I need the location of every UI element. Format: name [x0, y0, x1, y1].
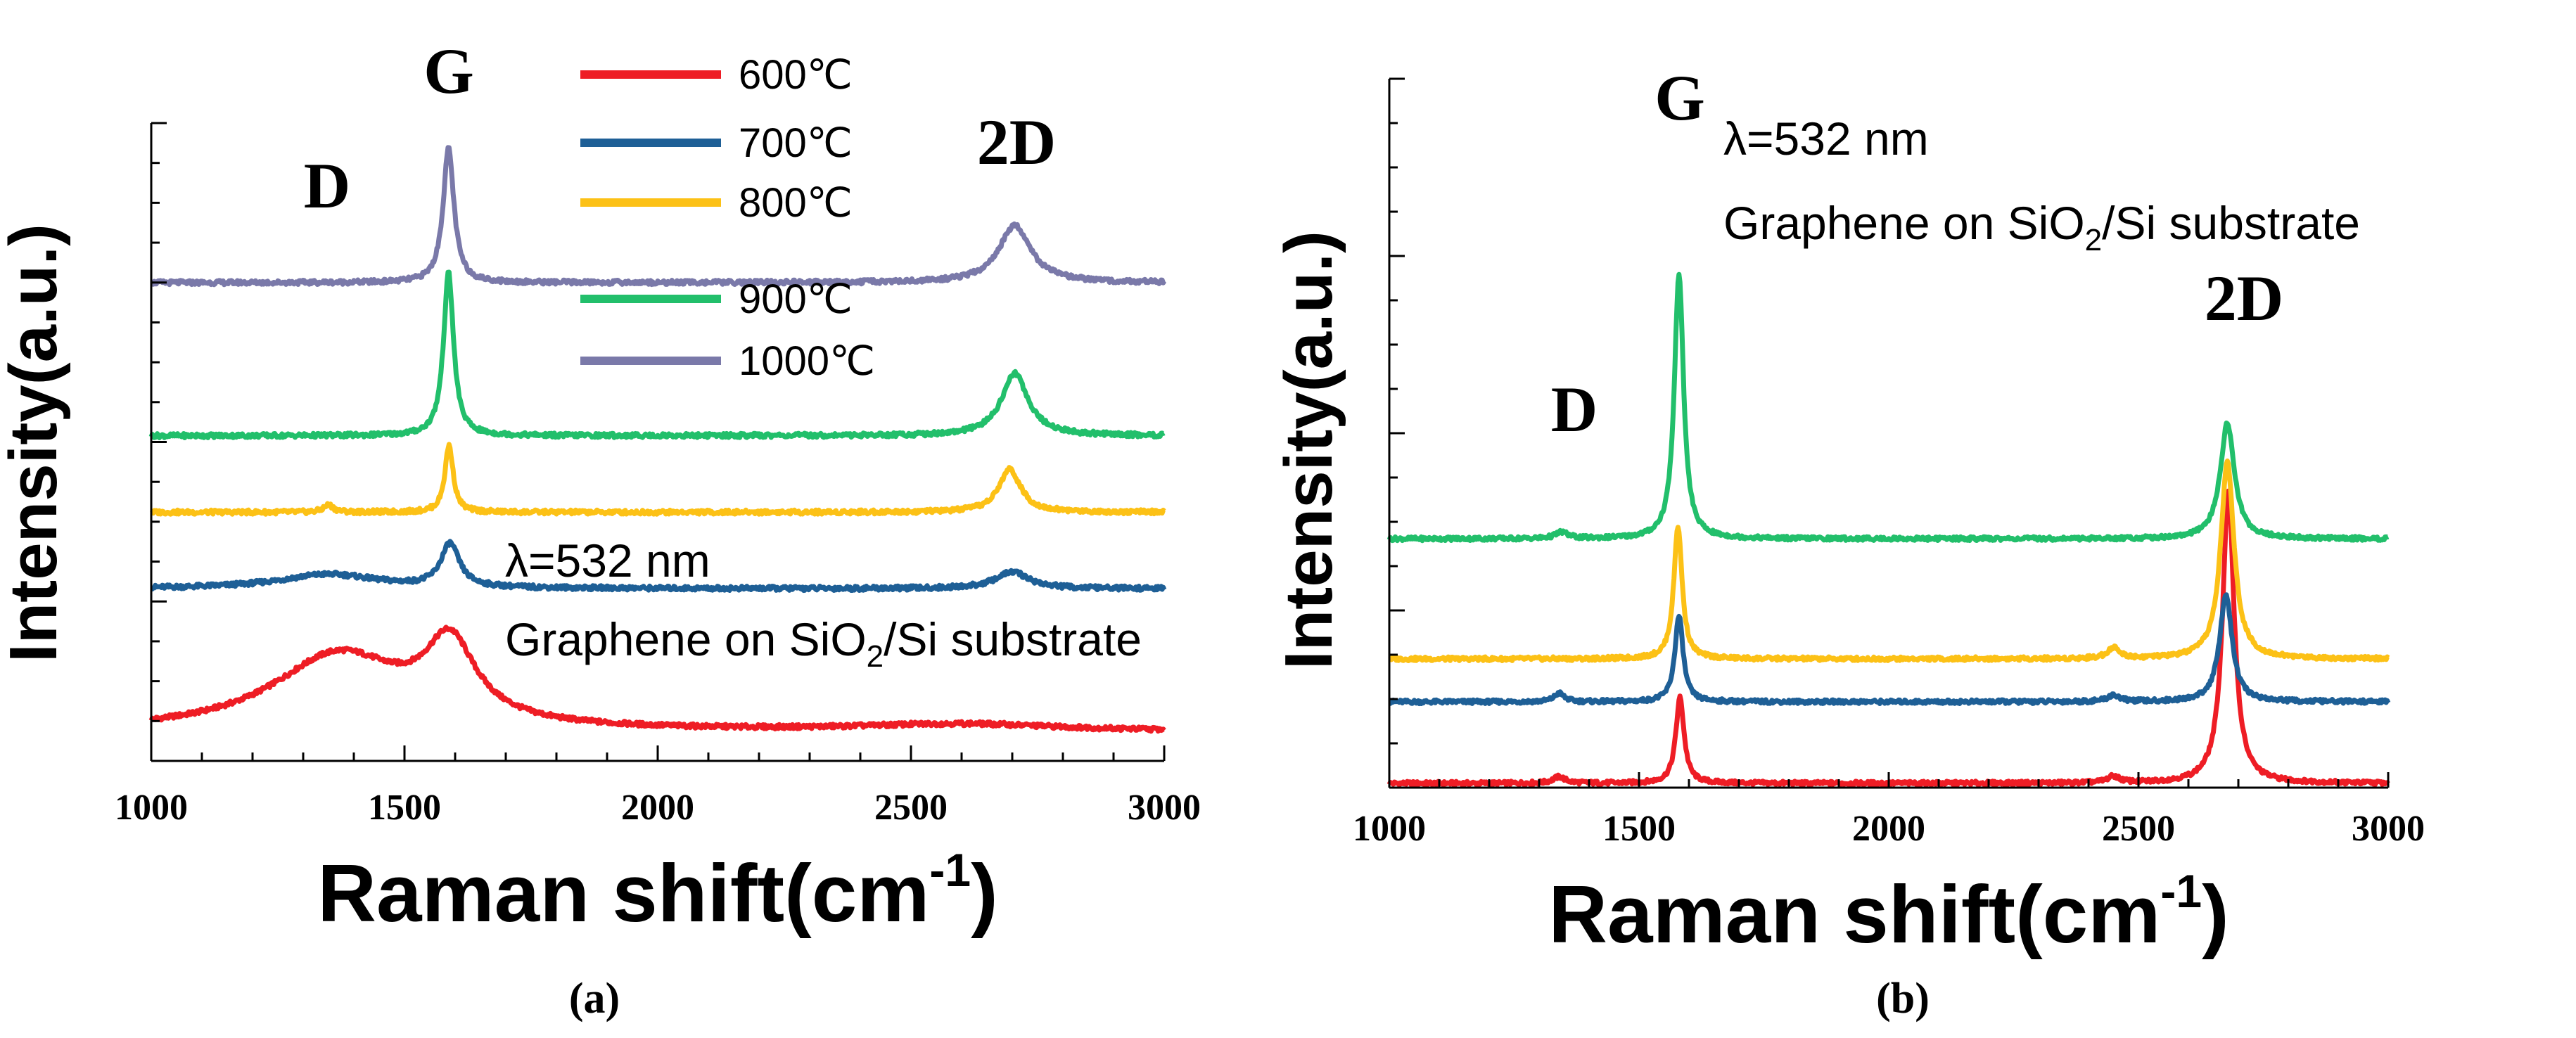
panel-b-xtick-label: 1000: [1353, 809, 1426, 849]
panel-a-xtick-label: 3000: [1128, 788, 1201, 828]
series-line-900: [1386, 271, 2390, 544]
panel-a: Intensity(a.u.) 1000 1500 2000 2500 3000…: [0, 35, 1201, 1023]
series-line-700: [1387, 592, 2391, 707]
series-line-700: [149, 539, 1167, 594]
panel-b-xtick-label: 1500: [1602, 809, 1676, 849]
panel-a-label: (a): [569, 975, 620, 1023]
panel-b-label: (b): [1876, 975, 1930, 1023]
panel-b-xlabel: Raman shift(cm-1): [1548, 865, 2229, 960]
legend-label-1000: 1000℃: [739, 338, 875, 384]
panel-a-series-group: [148, 145, 1167, 734]
panel-b-xtick-label: 2500: [2102, 809, 2175, 849]
panel-b-xtick-label: 2000: [1852, 809, 1925, 849]
panel-b-ylabel: Intensity(a.u.): [1271, 231, 1346, 669]
panel-b-xtick-label: 3000: [2352, 809, 2425, 849]
panel-a-xtick-label: 1500: [368, 788, 441, 828]
panel-a-xtick-label: 2500: [874, 788, 948, 828]
series-line-800: [1387, 459, 2390, 663]
panel-a-peak-D: D: [304, 150, 350, 222]
panel-a-xtick-labels: 1000 1500 2000 2500 3000: [115, 788, 1201, 828]
legend-label-700: 700℃: [739, 120, 853, 166]
panel-a-peak-2D: 2D: [977, 106, 1056, 178]
panel-b-axis-ticks: [1388, 77, 2390, 788]
panel-a-ylabel: Intensity(a.u.): [0, 224, 71, 662]
series-line-800: [149, 442, 1166, 517]
panel-b-peak-2D: 2D: [2205, 262, 2283, 334]
panel-a-xlabel: Raman shift(cm-1): [317, 844, 998, 939]
panel-a-legend: 600℃ 700℃ 800℃ 900℃ 1000℃: [580, 52, 875, 384]
panel-a-annotation-laser: λ=532 nm: [505, 534, 710, 587]
panel-b-peak-D: D: [1551, 373, 1598, 445]
panel-a-xtick-label: 2000: [621, 788, 694, 828]
panel-b-series-group: [1386, 271, 2391, 788]
panel-b: Intensity(a.u.) 1000 1500 2000 2500 3000…: [1271, 62, 2425, 1023]
legend-label-800: 800℃: [739, 180, 853, 226]
panel-a-annotation-sample: Graphene on SiO2/Si substrate: [505, 613, 1142, 674]
series-line-1000: [149, 145, 1167, 288]
panel-b-annotation-sample: Graphene on SiO2/Si substrate: [1723, 197, 2360, 257]
panel-a-peak-G: G: [423, 35, 474, 107]
panel-b-peak-G: G: [1654, 62, 1705, 134]
panel-b-annotation-laser: λ=532 nm: [1723, 113, 1929, 165]
panel-a-xtick-label: 1000: [115, 788, 188, 828]
legend-label-600: 600℃: [739, 52, 853, 98]
series-line-600: [148, 624, 1166, 734]
series-line-900: [148, 269, 1166, 440]
panel-b-xtick-labels: 1000 1500 2000 2500 3000: [1353, 809, 2425, 849]
legend-label-900: 900℃: [739, 276, 853, 322]
